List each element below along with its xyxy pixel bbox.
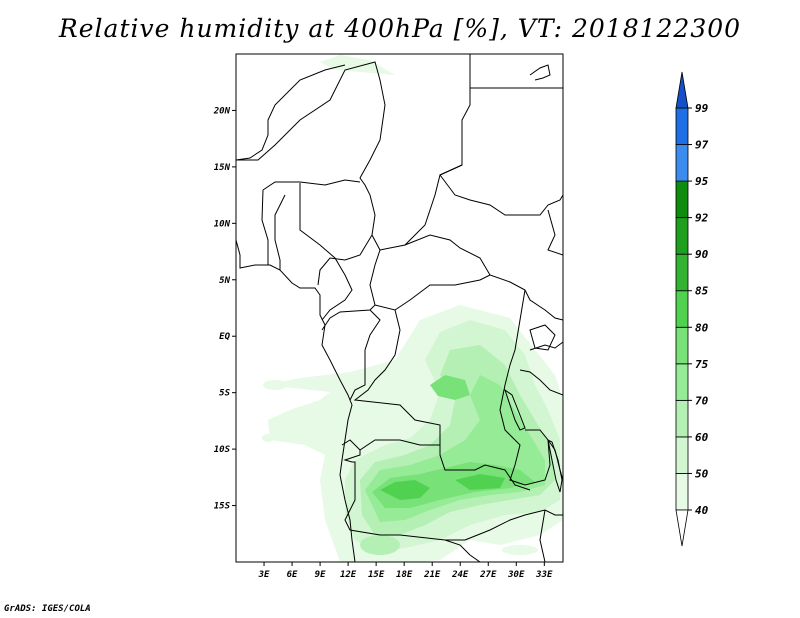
border-line [262, 179, 361, 191]
colorbar-segment [675, 326, 689, 365]
colorbar-segment [675, 107, 689, 145]
lake-malawi [547, 439, 563, 493]
colorbar-label: 92 [695, 212, 709, 225]
coastline-west [236, 64, 356, 562]
lon-tick-label: 18E [396, 570, 413, 580]
border-line [343, 450, 465, 541]
border-line [439, 164, 563, 216]
humidity-blob [502, 545, 538, 555]
colorbar-segment [675, 180, 689, 219]
border-line [499, 289, 526, 441]
border-line [299, 183, 353, 321]
border-line [317, 234, 373, 286]
colorbar: 40 50 60 70 75 80 85 90 92 95 97 99 [675, 71, 709, 547]
humidity-map: 20N 15N 10N 5N EQ 5S 10S 15S 3E 6E 9E 12E 15E 18E 21E… [213, 53, 709, 580]
lat-tick-label: 10N [214, 219, 231, 229]
border-line [274, 194, 286, 270]
border-line [261, 189, 269, 265]
colorbar-label: 90 [695, 248, 709, 261]
border-line [341, 439, 440, 451]
border-line [539, 509, 546, 562]
lon-tick-label: 6E [287, 570, 298, 580]
border-line [464, 509, 563, 541]
lon-tick-label: 24E [451, 570, 469, 580]
colorbar-label: 80 [695, 321, 709, 334]
lon-tick-label: 33E [535, 570, 553, 580]
border-line [321, 249, 381, 331]
humidity-blob [263, 380, 287, 390]
border-line [509, 429, 551, 486]
lon-tick-label: 12E [340, 570, 357, 580]
humidity-area-90 [380, 480, 430, 500]
lat-tick-label: EQ [219, 332, 230, 342]
colorbar-bottom-arrow [675, 509, 689, 547]
colorbar-label: 70 [695, 394, 709, 407]
lon-tick-label: 30E [507, 570, 525, 580]
colorbar-segment [675, 290, 689, 328]
lat-tick-label: 5N [219, 276, 230, 286]
colorbar-top-arrow [675, 71, 689, 109]
plot-frame [235, 53, 564, 563]
lat-tick-label: 20N [213, 106, 231, 116]
lat-tick-label: 15S [214, 502, 231, 512]
lon-tick-label: 3E [258, 570, 270, 580]
lat-tick-label: 15N [214, 163, 231, 173]
humidity-blob [262, 434, 274, 442]
lake-victoria [529, 324, 556, 351]
colorbar-label: 99 [695, 102, 709, 115]
colorbar-label: 95 [695, 175, 709, 188]
colorbar-label: 50 [695, 467, 709, 480]
colorbar-label: 75 [695, 358, 709, 371]
humidity-area-90b [455, 474, 505, 490]
border-line [236, 54, 471, 251]
colorbar-segment [675, 253, 689, 292]
humidity-blob [360, 535, 400, 555]
border-line [404, 234, 563, 321]
colorbar-label: 40 [695, 504, 709, 517]
colorbar-segment [675, 473, 689, 511]
colorbar-segment [675, 217, 689, 255]
colorbar-segment [675, 436, 689, 474]
colorbar-label: 85 [695, 285, 709, 298]
coast-north-east [529, 64, 551, 81]
lon-tick-label: 27E [479, 570, 497, 580]
lon-tick-label: 15E [368, 570, 385, 580]
lat-tick-label: 10S [214, 445, 231, 455]
border-line [349, 309, 381, 401]
lon-tick-label: 9E [315, 570, 326, 580]
colorbar-segment [675, 144, 689, 182]
footer-credit: GrADS: IGES/COLA [4, 604, 91, 614]
border-line [353, 309, 531, 491]
humidity-area-85b [430, 375, 470, 400]
lon-tick-label: 21E [423, 570, 441, 580]
border-line [374, 274, 491, 311]
border-line [547, 209, 563, 256]
border-line [519, 369, 563, 396]
colorbar-label: 60 [695, 431, 709, 444]
humidity-area-north [320, 55, 395, 75]
colorbar-segment [675, 363, 689, 401]
latitude-axis: 20N 15N 10N 5N EQ 5S 10S 15S [213, 106, 236, 512]
map-title: Relative humidity at 400hPa [%], VT: 201… [58, 14, 742, 43]
border-line [469, 87, 563, 105]
colorbar-segment [675, 399, 689, 438]
lake-tanganyika [504, 388, 526, 431]
country-borders [236, 54, 563, 562]
colorbar-label: 97 [695, 139, 709, 152]
border-line [444, 539, 481, 562]
longitude-axis: 3E 6E 9E 12E 15E 18E 21E 24E 27E 30E 33E [258, 562, 553, 580]
lat-tick-label: 5S [219, 389, 230, 399]
